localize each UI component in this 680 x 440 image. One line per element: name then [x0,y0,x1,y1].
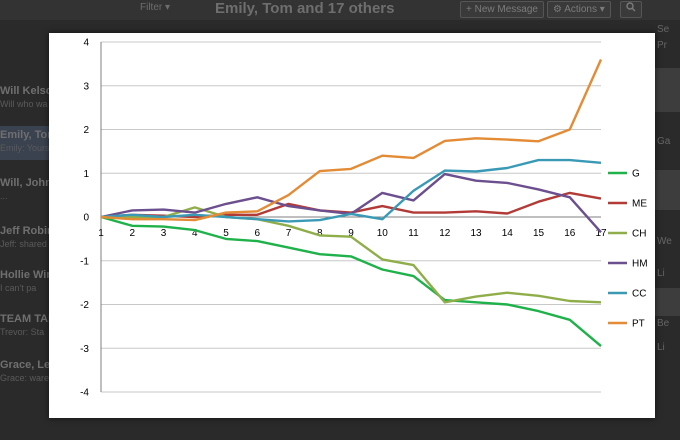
right-block [655,170,680,210]
conversation-item[interactable]: Will, John, ... [0,174,52,208]
legend-label: CC [632,289,646,300]
conversation-item[interactable]: Will Kelso Will who wa [0,82,52,116]
conversation-name: Hollie Wins [0,269,52,281]
y-tick-label: 2 [83,125,89,136]
series-line-hm [100,172,602,234]
x-tick-label: 17 [595,228,607,239]
conversation-item[interactable]: Emily, Tom Emily: Yours [0,126,52,160]
legend-label: PT [632,319,645,330]
filter-dropdown[interactable]: Filter ▾ [140,2,171,13]
right-block [655,288,680,316]
x-tick-label: 15 [533,228,545,239]
grid-lines [101,41,601,393]
right-snippet: We [657,236,672,247]
search-button[interactable] [620,1,642,18]
right-snippet: Li [657,268,665,279]
y-tick-label: -3 [80,344,89,355]
right-block [655,68,680,112]
conversation-snippet: ... [0,191,8,201]
series-line-cc [100,158,602,223]
conversation-name: Will Kelso [0,85,52,97]
conversation-name: Grace, Lee [0,359,52,371]
y-tick-label: 0 [83,213,89,224]
conversation-item[interactable]: Hollie Wins I can't pa [0,266,52,300]
x-tick-label: 1 [98,228,104,239]
top-bar: Filter ▾ Emily, Tom and 17 others + New … [0,0,680,20]
right-snippet: Pr [657,40,667,51]
conversation-item[interactable]: Jeff Robinson Jeff: shared [0,222,52,256]
series-lines [100,59,603,348]
conversation-snippet: Emily: Yours [0,143,50,153]
series-line-pt [100,59,603,222]
new-message-button[interactable]: + New Message [460,1,544,18]
x-tick-label: 8 [317,228,323,239]
conversation-snippet: Jeff: shared [0,239,47,249]
conversation-snippet: Will who wa [0,99,48,109]
actions-button[interactable]: ⚙ Actions ▾ [547,1,611,18]
y-tick-label: 4 [83,38,89,49]
y-tick-label: -4 [80,388,89,399]
right-snippet: Li [657,342,665,353]
x-tick-label: 11 [408,228,419,239]
chart-panel: -4 -3 -2 -1 0 1 2 3 4 1 2 3 4 5 6 7 8 9 10 11 12 13 14 15 16 17 G… [49,33,655,418]
conversation-name: TEAM TAB [0,313,52,325]
conversation-name: Will, John, [0,177,52,189]
y-tick-label: -2 [80,300,89,311]
x-tick-label: 7 [286,228,292,239]
right-snippet: Ga [657,136,671,147]
legend-label: HM [632,259,648,270]
conversation-name: Emily, Tom [0,129,52,141]
conversation-snippet: Grace: ware [0,373,50,383]
y-tick-label: -1 [80,256,89,267]
x-tick-label: 5 [223,228,229,239]
right-snippet: Be [657,318,670,329]
y-tick-label: 1 [83,169,89,180]
legend: G ME CH HM CC PT [608,169,648,330]
x-tick-label: 2 [129,228,135,239]
right-snippet: Se [657,24,670,35]
x-tick-label: 4 [192,228,198,239]
x-tick-label: 12 [439,228,451,239]
conversation-item[interactable]: Grace, Lee Grace: ware [0,356,52,390]
x-tick-label: 9 [348,228,354,239]
series-line-ch [101,206,602,304]
magnifier-icon [626,2,636,12]
conversation-name: Jeff Robinson [0,225,52,237]
x-tick-label: 10 [377,228,389,239]
legend-label: ME [632,199,647,210]
x-tick-label: 14 [502,228,514,239]
conversation-snippet: Trevor: Sta [0,327,45,337]
legend-label: CH [632,229,646,240]
right-column: Se Pr Ga We Li Be Li [655,20,680,440]
conversation-snippet: I can't pa [0,283,37,293]
x-tick-label: 13 [470,228,482,239]
x-tick-label: 3 [161,228,167,239]
conversation-list: Will Kelso Will who wa Emily, Tom Emily:… [0,20,52,440]
x-tick-label: 6 [254,228,260,239]
legend-label: G [632,169,640,180]
conversation-title: Emily, Tom and 17 others [215,0,395,17]
x-tick-label: 16 [564,228,576,239]
series-line-g [100,215,602,348]
conversation-item[interactable]: TEAM TAB Trevor: Sta [0,310,52,344]
y-tick-label: 3 [83,81,89,92]
